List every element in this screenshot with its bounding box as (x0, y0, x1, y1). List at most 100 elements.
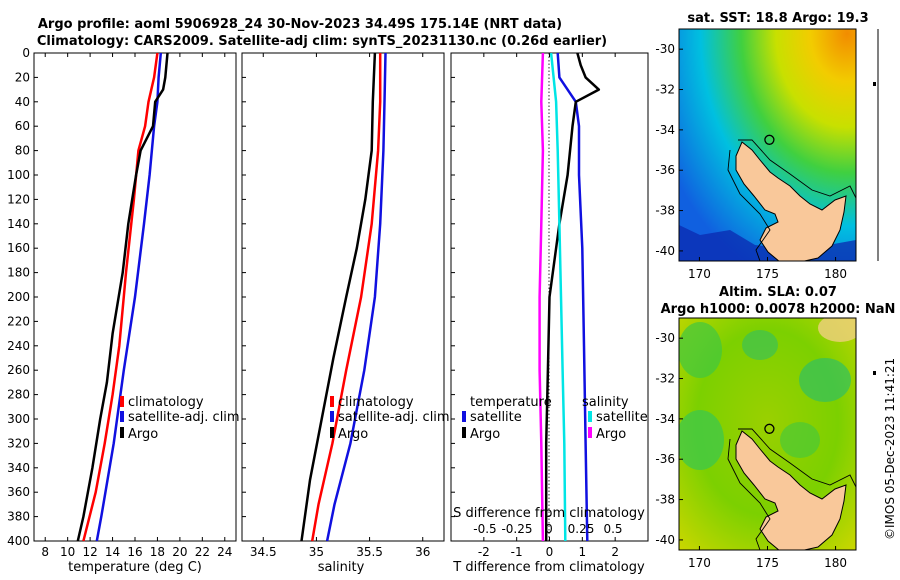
temperature-legend: climatology satellite-adj. clim Argo (120, 395, 240, 442)
salinity-diff-tick-label: 0 (545, 522, 553, 536)
depth-tick-label: 100 (7, 168, 30, 182)
sla-eddy (780, 422, 820, 458)
legend-swatch-s-satellite (588, 411, 592, 422)
temperature-lines (76, 52, 169, 542)
title-line2: Climatology: CARS2009. Satellite-adj cli… (37, 34, 607, 49)
legend-swatch-argo (120, 427, 124, 438)
temperature-xlabel: temperature (deg C) (68, 560, 202, 575)
lat-tick-label: -30 (655, 42, 675, 56)
temperature-yticks: 0 20 40 60 80 100 120 140 160 180 200 220 240 260 280 3… (7, 46, 38, 548)
sla-colorbar-marker (873, 371, 876, 375)
temperature-xticks: 8 10 12 14 16 18 20 22 24 (41, 53, 232, 559)
x-tick-label: 18 (150, 545, 165, 559)
salinity-diff-tick-label: -0.5 (473, 522, 496, 536)
series-line-climatology (82, 52, 159, 542)
sla-high (818, 318, 856, 342)
series-line-temperature-satellite (556, 52, 589, 542)
legend-satellite: satellite-adj. clim (338, 410, 450, 425)
legend-swatch-s-argo (588, 427, 592, 438)
copyright-footer: ©IMOS 05-Dec-2023 11:41:21 (883, 358, 897, 540)
x-tick-label: -1 (511, 545, 523, 559)
legend-satellite: satellite-adj. clim (128, 410, 240, 425)
depth-tick-label: 240 (7, 339, 30, 353)
legend-climatology: climatology (128, 395, 204, 410)
depth-tick-label: 380 (7, 510, 30, 524)
depth-tick-label: 40 (15, 95, 30, 109)
x-tick-label: -2 (478, 545, 490, 559)
legend-t-argo: Argo (470, 427, 500, 442)
salinity-difference-label: S difference from climatology (453, 506, 645, 521)
lon-tick-label: 180 (824, 556, 847, 570)
x-tick-label: 0 (546, 545, 554, 559)
legend-s-argo: Argo (596, 427, 626, 442)
lat-tick-label: -40 (655, 244, 675, 258)
difference-lines (538, 52, 601, 542)
temperature-panel: 0 20 40 60 80 100 120 140 160 180 200 220 240 260 280 3… (7, 46, 240, 575)
sla-eddy (742, 330, 778, 360)
lat-tick-label: -36 (655, 163, 675, 177)
sla-map: Altim. SLA: 0.07 Argo h1000: 0.0078 h200… (655, 285, 895, 570)
sst-map: sat. SST: 18.8 Argo: 19.3 170 175 180 -30 -3… (655, 11, 868, 281)
x-tick-label: 35 (309, 545, 324, 559)
depth-tick-label: 120 (7, 192, 30, 206)
salinity-panel: 34.5 35 35.5 36 salinity climatology satell… (241, 52, 450, 575)
salinity-difference-ticks: -0.5 -0.25 0 0.25 0.5 (473, 522, 622, 536)
land-north-island (735, 141, 847, 261)
lat-tick-label: -38 (655, 204, 675, 218)
depth-tick-label: 340 (7, 461, 30, 475)
lat-tick-label: -32 (655, 372, 675, 386)
argo-location-marker (764, 134, 775, 145)
series-line-temperature-argo (544, 52, 601, 541)
series-line-argo (76, 52, 169, 542)
depth-tick-label: 140 (7, 217, 30, 231)
lat-tick-label: -34 (655, 123, 675, 137)
x-tick-label: 34.5 (250, 545, 277, 559)
depth-tick-label: 200 (7, 290, 30, 304)
sla-map-title-line2: Argo h1000: 0.0078 h2000: NaN (661, 302, 896, 317)
depth-tick-label: 280 (7, 388, 30, 402)
sla-eddy (799, 358, 851, 402)
series-line-salinity-argo (538, 52, 545, 542)
argo-location-marker (764, 423, 775, 434)
x-tick-label: 10 (60, 545, 75, 559)
x-tick-label: 35.5 (356, 545, 383, 559)
lon-tick-label: 180 (824, 267, 847, 281)
title-line1: Argo profile: aoml 5906928_24 30-Nov-202… (38, 17, 562, 32)
salinity-lines (300, 52, 387, 542)
depth-tick-label: 300 (7, 412, 30, 426)
legend-s-satellite: satellite (596, 410, 648, 425)
legend-temperature-heading: temperature (470, 395, 552, 410)
depth-tick-label: 160 (7, 241, 30, 255)
legend-swatch-satellite (330, 411, 334, 422)
depth-tick-label: 80 (15, 144, 30, 158)
lat-tick-label: -38 (655, 493, 675, 507)
difference-legend-salinity: salinity satellite Argo (582, 395, 648, 442)
x-tick-label: 1 (579, 545, 587, 559)
series-line-satellite-adj-clim (95, 52, 163, 542)
x-tick-label: 22 (195, 545, 210, 559)
x-tick-label: 24 (217, 545, 232, 559)
difference-legend-temperature: temperature satellite Argo (462, 395, 552, 442)
depth-tick-label: 60 (15, 119, 30, 133)
lat-tick-label: -34 (655, 412, 675, 426)
x-tick-label: 8 (41, 545, 49, 559)
x-tick-label: 36 (415, 545, 430, 559)
legend-swatch-t-satellite (462, 411, 466, 422)
legend-swatch-climatology (120, 396, 124, 407)
sla-eddy (679, 322, 722, 378)
salinity-diff-tick-label: 0.25 (568, 522, 595, 536)
difference-xticks: -2 -1 0 1 2 (451, 52, 619, 559)
x-tick-label: 12 (82, 545, 97, 559)
salinity-xticks: 34.5 35 35.5 36 (242, 52, 430, 559)
depth-tick-label: 220 (7, 314, 30, 328)
salinity-legend: climatology satellite-adj. clim Argo (330, 395, 450, 442)
sst-map-ticks: 170 175 180 -30 -32 -34 -36 -38 -40 (655, 42, 847, 281)
x-tick-label: 20 (172, 545, 187, 559)
series-line-satellite-adj-clim (325, 52, 387, 542)
lat-tick-label: -32 (655, 83, 675, 97)
sla-map-ticks: 170 175 180 -30 -32 -34 -36 -38 -40 (655, 331, 847, 570)
lat-tick-label: -40 (655, 533, 675, 547)
x-tick-label: 2 (611, 545, 619, 559)
depth-tick-label: 400 (7, 534, 30, 548)
